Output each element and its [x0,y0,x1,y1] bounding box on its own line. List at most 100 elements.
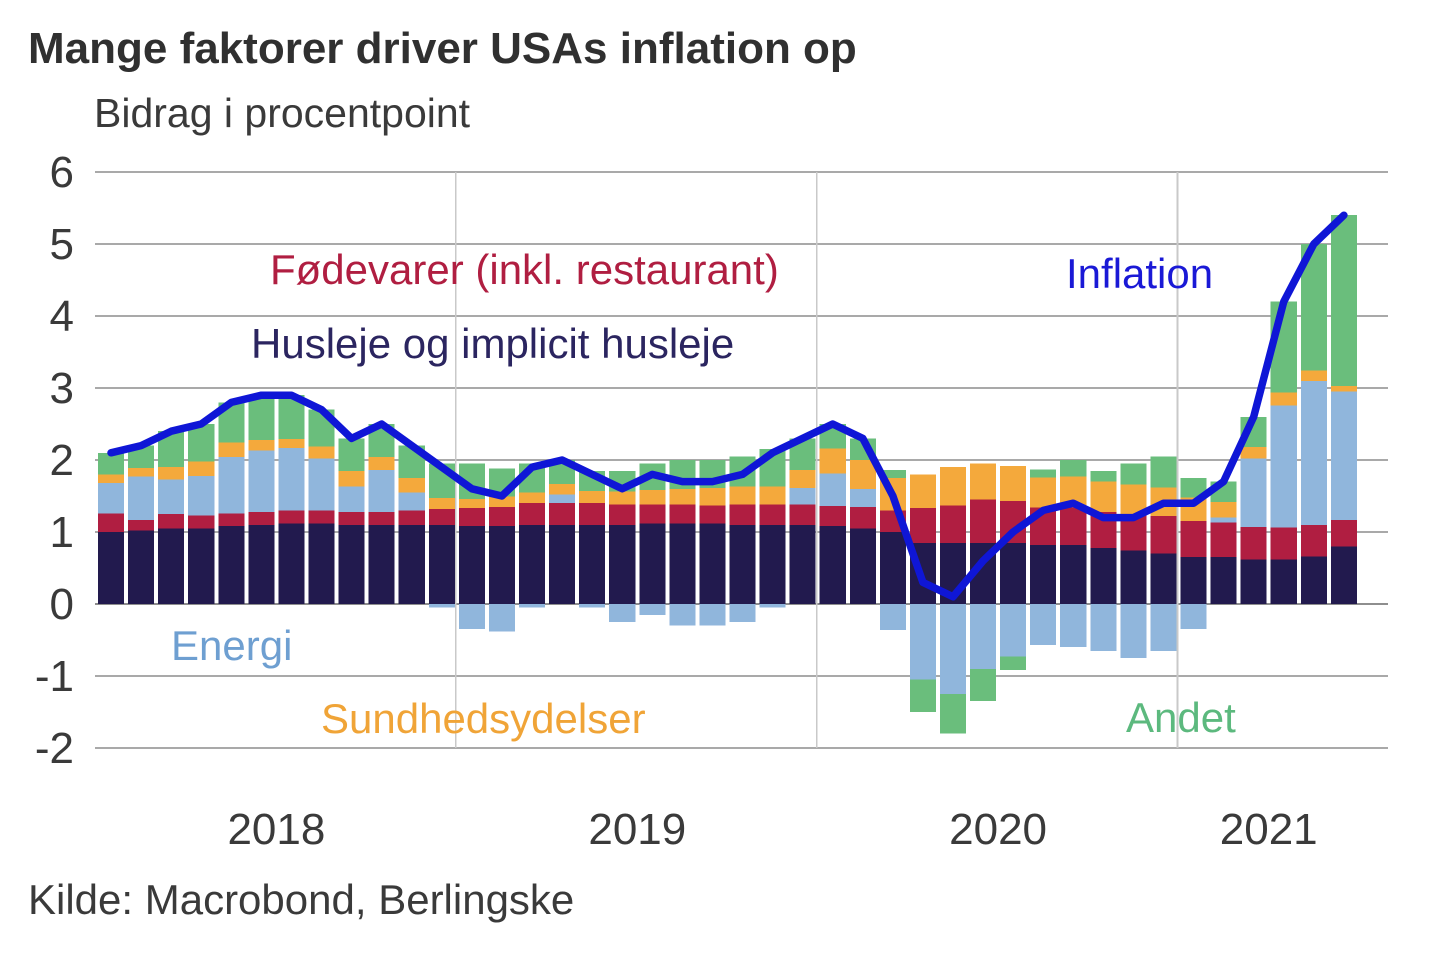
bar-segment-energi-2018-06 [248,450,275,512]
bar-segment-sundhedsydelser-2020-01 [819,448,846,474]
bar-segment-fodevarer-2019-08 [669,504,696,524]
bar-segment-fodevarer-2019-09 [699,505,726,524]
bar-segment-sundhedsydelser-2018-01 [98,474,125,484]
bar-segment-fodevarer-2019-01 [458,508,485,527]
bar-segment-energi-2020-02 [849,488,876,507]
bar-segment-energi-2019-04 [549,494,576,504]
bar-segment-fodevarer-2021-05 [1300,524,1327,557]
bar-segment-andet-2020-10 [1090,470,1117,482]
bar-segment-andet-2018-09 [338,438,365,471]
bar-segment-fodevarer-2018-03 [158,514,185,529]
bar-segment-andet-2021-06 [1330,215,1357,386]
bar-segment-andet-2020-07 [1000,656,1027,671]
bar-segment-energi-2018-11 [398,492,425,511]
bar-segment-sundhedsydelser-2021-02 [1210,501,1237,518]
bar-segment-fodevarer-2019-02 [488,506,515,527]
bar-segment-andet-2020-09 [1060,460,1087,477]
bar-segment-fodevarer-2021-01 [1180,521,1207,558]
bar-segment-andet-2020-05 [939,694,967,734]
bar-segment-sundhedsydelser-2018-05 [218,442,245,458]
x-tick-label-2019: 2019 [588,805,686,854]
bar-segment-energi-2019-12 [789,488,816,505]
bar-segment-energi-2018-10 [368,470,395,512]
bar-segment-energi-2018-03 [158,479,185,514]
bar-segment-husleje-2018-02 [128,530,155,604]
bar-segment-husleje-2018-03 [158,528,185,604]
bar-segment-sundhedsydelser-2020-07 [1000,465,1027,502]
bar-segment-andet-2020-04 [909,679,936,712]
bar-segment-husleje-2019-03 [518,524,546,604]
bar-segment-husleje-2021-01 [1180,557,1207,604]
bar-segment-husleje-2019-01 [458,526,485,604]
y-tick-label-6: 6 [50,148,74,197]
bar-segment-sundhedsydelser-2020-08 [1030,477,1057,508]
bar-segment-fodevarer-2021-03 [1240,526,1267,560]
bar-segment-husleje-2019-09 [699,523,726,604]
y-tick-label-5: 5 [50,220,74,269]
bar-segment-husleje-2020-08 [1030,544,1057,604]
bar-segment-husleje-2018-10 [368,524,395,604]
bar-segment-fodevarer-2021-04 [1270,527,1297,560]
bar-segment-husleje-2018-07 [278,523,305,604]
bar-segment-energi-2019-06 [609,604,636,622]
bar-segment-energi-2021-02 [1210,517,1237,523]
bar-segment-sundhedsydelser-2021-04 [1270,392,1297,406]
bar-segment-sundhedsydelser-2020-02 [849,460,876,489]
bar-segment-husleje-2018-04 [188,528,215,604]
annotation-husleje: Husleje og implicit husleje [251,320,735,367]
bar-segment-fodevarer-2018-05 [218,513,245,527]
bar-segment-energi-2021-04 [1270,405,1297,528]
bar-segment-husleje-2020-02 [849,528,876,604]
y-tick-label-4: 4 [50,292,74,341]
bar-segment-energi-2018-05 [218,457,245,514]
bar-segment-husleje-2020-09 [1060,544,1087,604]
bar-segment-andet-2021-01 [1180,478,1207,498]
bar-segment-sundhedsydelser-2018-09 [338,470,365,487]
bar-segment-fodevarer-2018-07 [278,510,305,524]
bar-segment-fodevarer-2018-04 [188,515,215,529]
bar-segment-husleje-2020-03 [879,532,906,604]
bar-segment-andet-2020-03 [879,470,906,478]
bar-segment-sundhedsydelser-2019-11 [759,486,786,505]
bar-segment-energi-2019-11 [759,604,786,608]
bar-segment-husleje-2019-12 [789,524,816,604]
bar-segment-energi-2019-08 [669,604,696,626]
bar-segment-energi-2018-07 [278,447,305,511]
bar-segment-fodevarer-2019-10 [729,504,756,525]
bar-segment-sundhedsydelser-2020-04 [909,474,936,509]
bar-segment-fodevarer-2018-10 [368,511,395,525]
bar-segment-andet-2018-01 [98,452,125,475]
bar-segment-fodevarer-2019-06 [609,504,636,525]
y-tick-label-3: 3 [50,364,74,413]
bar-segment-andet-2018-02 [128,445,155,468]
bar-segment-husleje-2021-03 [1240,559,1267,604]
bar-segment-fodevarer-2018-09 [338,511,365,525]
bar-segment-fodevarer-2019-05 [579,503,606,525]
bar-segment-fodevarer-2018-12 [428,508,455,525]
bar-segment-sundhedsydelser-2018-04 [188,461,215,476]
bar-segment-sundhedsydelser-2019-10 [729,486,756,505]
inflation-line [107,211,1348,601]
bar-segment-fodevarer-2020-04 [909,508,936,543]
bar-segment-sundhedsydelser-2019-03 [518,492,546,504]
bar-segment-fodevarer-2018-08 [308,510,335,524]
bar-segment-andet-2018-04 [188,424,215,462]
bar-segment-sundhedsydelser-2019-02 [488,496,515,507]
bar-segment-energi-2021-01 [1180,604,1207,630]
bar-segment-fodevarer-2021-06 [1330,519,1357,547]
bar-segment-husleje-2021-04 [1270,559,1297,604]
bar-segment-energi-2019-10 [729,604,756,622]
bar-segment-andet-2020-11 [1120,463,1147,485]
bar-segment-energi-2018-02 [128,476,155,520]
bar-segment-energi-2020-06 [970,604,997,669]
bar-segment-andet-2020-12 [1150,456,1177,488]
bar-segment-energi-2019-05 [579,604,606,608]
bar-segment-energi-2018-04 [188,475,215,516]
bar-segment-energi-2020-08 [1030,604,1057,646]
bar-segment-husleje-2020-12 [1150,553,1177,604]
bar-segment-energi-2019-01 [458,604,485,630]
x-tick-label-2021: 2021 [1220,805,1318,854]
bar-segment-fodevarer-2019-12 [789,504,816,525]
bar-segment-energi-2020-04 [909,604,936,680]
